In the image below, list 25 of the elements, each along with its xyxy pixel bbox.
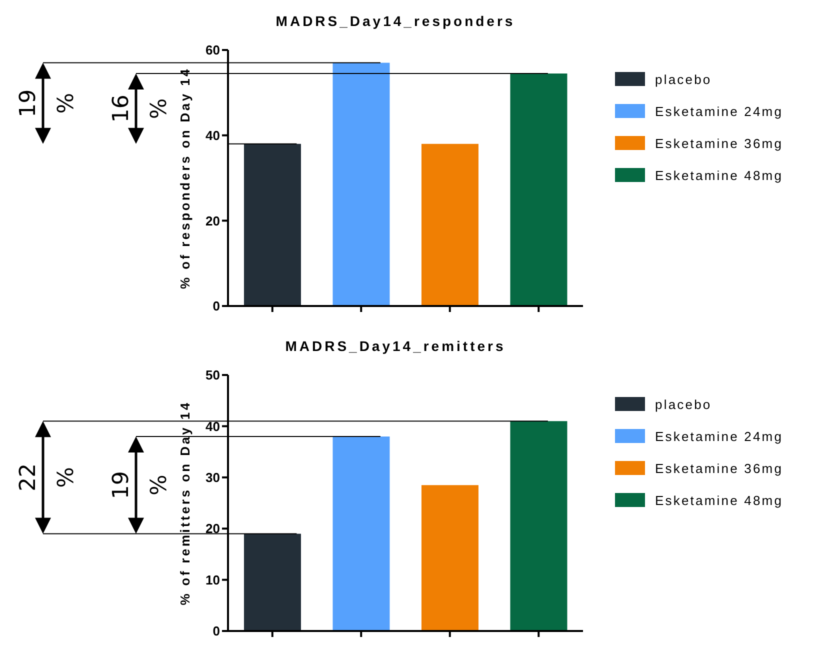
legend-label: Esketamine 36mg	[655, 460, 784, 476]
y-tick-label: 50	[206, 368, 220, 383]
legend-label: Esketamine 48mg	[655, 168, 784, 182]
y-axis-title: % of remitters on Day 14	[178, 400, 193, 606]
chart-title: MADRS_Day14_remitters	[285, 338, 506, 354]
legend-label: Esketamine 24mg	[655, 428, 784, 444]
y-tick-label: 10	[206, 572, 220, 588]
y-tick-label: 0	[212, 298, 220, 314]
legend-label: placebo	[655, 72, 712, 86]
legend-label: Esketamine 36mg	[655, 136, 784, 150]
y-tick-label: 20	[206, 521, 220, 536]
y-tick-label: 30	[206, 470, 220, 486]
legend-label: Esketamine 24mg	[655, 104, 784, 118]
y-tick-label: 40	[206, 128, 220, 143]
y-tick-label: 0	[212, 624, 220, 639]
text: 19 %	[109, 471, 172, 500]
y-tick-label: 20	[206, 213, 220, 228]
chart-title: MADRS_Day14_responders	[276, 13, 516, 29]
text: 22 %	[16, 463, 79, 492]
legend-label: placebo	[655, 396, 712, 412]
text: 16 %	[109, 94, 172, 123]
legend-label: Esketamine 48mg	[655, 492, 784, 508]
y-tick-label: 60	[206, 42, 220, 58]
y-tick-label: 40	[206, 418, 220, 434]
text: 19 %	[16, 89, 79, 118]
